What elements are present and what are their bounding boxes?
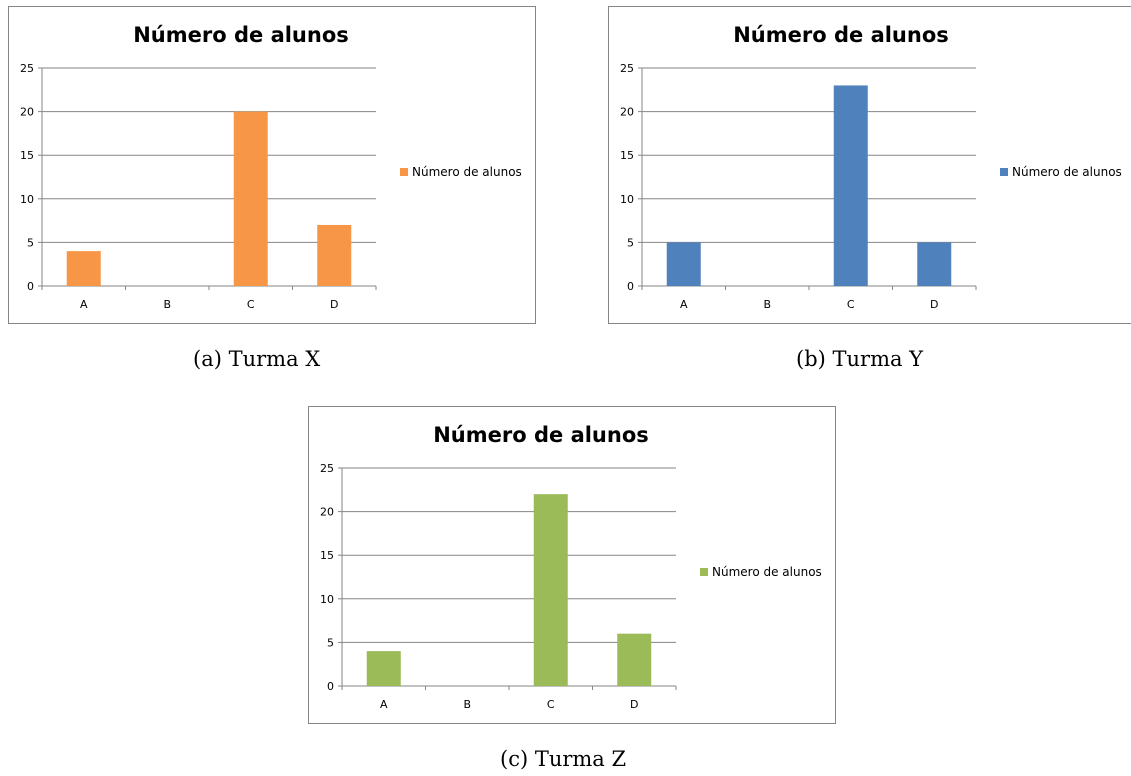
caption-turma-z: (c) Turma Z bbox=[500, 747, 627, 771]
y-tick-label: 0 bbox=[327, 680, 334, 693]
chart-turma-y: Número de alunos 0 5 10 15 20 25 A B C D Número de … bbox=[608, 6, 1131, 324]
y-tick-label: 10 bbox=[20, 193, 34, 206]
y-tick-label: 10 bbox=[320, 593, 334, 606]
y-tick-label: 15 bbox=[20, 149, 34, 162]
bar-d bbox=[317, 224, 352, 286]
bar-c bbox=[233, 111, 268, 286]
bar-a bbox=[366, 651, 401, 686]
y-tick-label: 25 bbox=[320, 462, 334, 475]
x-tick-label: A bbox=[680, 298, 688, 311]
bar-a bbox=[666, 242, 701, 286]
chart-svg-a: Número de alunos 0 5 10 15 20 25 A B C D Número de … bbox=[20, 23, 522, 311]
caption-turma-x: (a) Turma X bbox=[193, 347, 321, 371]
x-tick-label: D bbox=[630, 698, 638, 711]
y-tick-label: 5 bbox=[27, 236, 34, 249]
bar-c bbox=[833, 85, 868, 286]
bar-c bbox=[533, 494, 568, 686]
y-tick-label: 20 bbox=[20, 106, 34, 119]
bar-d bbox=[617, 633, 652, 686]
legend-label: Número de alunos bbox=[412, 165, 522, 179]
y-tick-label: 5 bbox=[327, 636, 334, 649]
chart-turma-z: Número de alunos 0 5 10 15 20 25 A B C D Número de … bbox=[308, 406, 836, 724]
legend-label: Número de alunos bbox=[712, 565, 822, 579]
legend-swatch bbox=[700, 568, 708, 576]
x-tick-label: C bbox=[847, 298, 855, 311]
caption-turma-y: (b) Turma Y bbox=[796, 347, 924, 371]
chart-title: Número de alunos bbox=[733, 23, 949, 47]
x-tick-label: C bbox=[247, 298, 255, 311]
x-tick-label: C bbox=[547, 698, 555, 711]
y-tick-label: 15 bbox=[320, 549, 334, 562]
x-tick-label: B bbox=[763, 298, 771, 311]
y-tick-label: 25 bbox=[620, 62, 634, 75]
x-tick-label: B bbox=[163, 298, 171, 311]
chart-svg-c: Número de alunos 0 5 10 15 20 25 A B C D Número de … bbox=[320, 423, 822, 711]
y-tick-label: 20 bbox=[620, 106, 634, 119]
x-tick-label: A bbox=[380, 698, 388, 711]
legend-swatch bbox=[1000, 168, 1008, 176]
chart-title: Número de alunos bbox=[133, 23, 349, 47]
chart-svg-b: Número de alunos 0 5 10 15 20 25 A B C D Número de … bbox=[620, 23, 1122, 311]
y-tick-label: 0 bbox=[27, 280, 34, 293]
x-tick-label: B bbox=[463, 698, 471, 711]
chart-turma-x: Número de alunos 0 5 10 15 20 25 A B C D Número de … bbox=[8, 6, 536, 324]
y-tick-label: 5 bbox=[627, 236, 634, 249]
chart-title: Número de alunos bbox=[433, 423, 649, 447]
y-tick-label: 0 bbox=[627, 280, 634, 293]
legend-label: Número de alunos bbox=[1012, 165, 1122, 179]
x-tick-label: D bbox=[330, 298, 338, 311]
y-tick-label: 10 bbox=[620, 193, 634, 206]
bar-a bbox=[66, 251, 101, 286]
legend-swatch bbox=[400, 168, 408, 176]
y-tick-label: 20 bbox=[320, 506, 334, 519]
x-tick-label: A bbox=[80, 298, 88, 311]
bar-d bbox=[917, 242, 952, 286]
y-tick-label: 25 bbox=[20, 62, 34, 75]
x-tick-label: D bbox=[930, 298, 938, 311]
y-tick-label: 15 bbox=[620, 149, 634, 162]
